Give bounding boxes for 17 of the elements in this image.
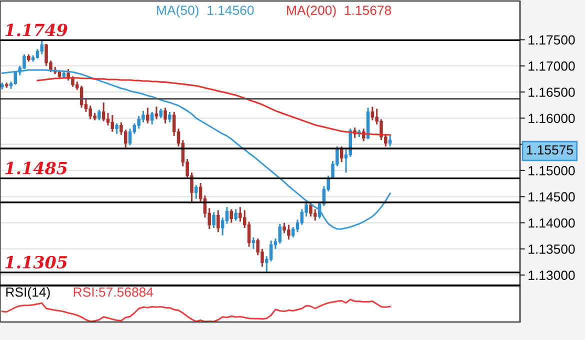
ref-line-label: 1.1305: [5, 256, 67, 269]
text: MA(50) 1.14560: [157, 5, 254, 18]
y-tick-label: 1.13000: [528, 270, 575, 280]
chart-title: RSI(14): [6, 287, 50, 300]
y-tick-label: 1.16000: [528, 114, 575, 124]
y-tick-label: 1.17500: [528, 35, 575, 45]
text: MA(200) 1.15678: [287, 5, 392, 18]
y-tick-label: 1.14500: [528, 192, 575, 202]
y-tick-label: 1.17000: [528, 61, 575, 71]
series-label: RSI:57.56884: [74, 287, 154, 297]
ref-line-label: 1.1749: [5, 24, 68, 36]
y-tick-label: 1.14000: [528, 218, 575, 228]
text: 1.15575: [526, 145, 573, 155]
y-tick-label: 1.15000: [528, 166, 575, 176]
y-tick-label: 1.16500: [528, 88, 575, 97]
y-tick-label: 1.13500: [528, 244, 575, 254]
ref-line-label: 1.1485: [5, 162, 67, 174]
